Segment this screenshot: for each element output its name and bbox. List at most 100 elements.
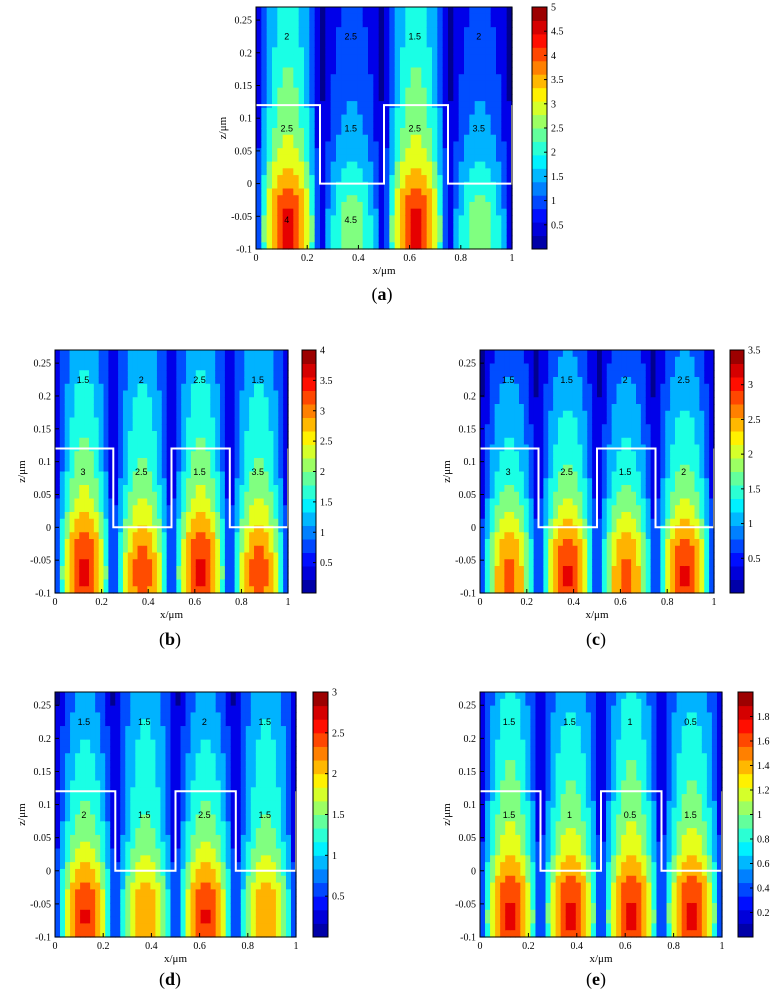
heatmap-cell (74, 552, 80, 560)
heatmap-cell (84, 437, 90, 446)
heatmap-cell (98, 552, 105, 560)
heatmap-cell (79, 431, 85, 439)
heatmap-cell (437, 141, 444, 149)
heatmap-cell (161, 478, 168, 486)
heatmap-cell (298, 114, 305, 122)
heatmap-cell (122, 525, 129, 533)
heatmap-cell (137, 350, 143, 358)
heatmap-cell (161, 370, 168, 378)
heatmap-cell (631, 404, 637, 412)
heatmap-cell (501, 128, 508, 136)
heatmap-cell (553, 579, 559, 587)
heatmap-cell (496, 134, 502, 143)
heatmap-cell (283, 451, 289, 459)
heatmap-cell (645, 498, 652, 506)
heatmap-cell (597, 478, 603, 486)
heatmap-cell (577, 404, 583, 412)
heatmap-cell (572, 356, 579, 365)
heatmap-cell (509, 586, 515, 594)
heatmap-cell (469, 141, 476, 149)
heatmap-cell (93, 471, 100, 479)
heatmap-cell (394, 27, 401, 35)
heatmap-cell (69, 390, 76, 398)
heatmap-cell (400, 74, 406, 82)
heatmap-cell (108, 518, 114, 527)
heatmap-cell (205, 512, 211, 520)
heatmap-cell (256, 134, 262, 143)
heatmap-cell (606, 485, 613, 493)
heatmap-cell (341, 222, 348, 230)
heatmap-cell (346, 94, 353, 102)
heatmap-cell (528, 471, 535, 479)
heatmap-cell (132, 363, 139, 371)
heatmap-cell (152, 464, 158, 473)
heatmap-cell (558, 498, 564, 506)
heatmap-cell (650, 464, 657, 473)
heatmap-cell (577, 512, 583, 520)
heatmap-cell (176, 539, 182, 547)
heatmap-cell (357, 141, 364, 149)
heatmap-cell (562, 444, 569, 452)
heatmap-cell (587, 525, 593, 533)
heatmap-cell (283, 566, 289, 574)
heatmap-cell (205, 525, 211, 533)
heatmap-cell (190, 559, 197, 567)
colorbar-segment (532, 7, 547, 21)
heatmap-cell (368, 195, 374, 203)
heatmap-cell (256, 208, 262, 216)
heatmap-cell (166, 370, 173, 378)
heatmap-cell (79, 512, 85, 520)
heatmap-cell (288, 94, 294, 102)
heatmap-cell (220, 417, 226, 425)
heatmap-cell (215, 431, 221, 439)
heatmap-cell (314, 195, 321, 203)
heatmap-cell (660, 397, 666, 405)
heatmap-cell (437, 74, 444, 82)
heatmap-cell (59, 478, 66, 486)
heatmap-cell (523, 485, 530, 493)
heatmap-cell (147, 579, 153, 587)
heatmap-cell (352, 13, 358, 22)
heatmap-cell (626, 512, 632, 520)
heatmap-cell (572, 424, 579, 432)
heatmap-cell (186, 559, 192, 567)
heatmap-cell (113, 572, 119, 581)
heatmap-cell (606, 532, 613, 540)
heatmap-cell (147, 397, 153, 405)
heatmap-cell (480, 208, 486, 216)
heatmap-cell (485, 20, 492, 28)
heatmap-cell (186, 498, 192, 506)
heatmap-cell (268, 377, 275, 385)
heatmap-cell (592, 404, 598, 412)
heatmap-cell (432, 208, 438, 216)
heatmap-cell (103, 566, 109, 574)
heatmap-cell (309, 242, 316, 250)
heatmap-cell (98, 404, 105, 412)
heatmap-cell (239, 491, 245, 500)
panel-letter: b (165, 629, 175, 649)
heatmap-cell (523, 464, 530, 473)
heatmap-cell (263, 350, 270, 358)
heatmap-cell (509, 458, 515, 466)
heatmap-cell (650, 410, 657, 419)
heatmap-cell (256, 40, 262, 48)
heatmap-cell (195, 559, 202, 567)
heatmap-cell (263, 431, 270, 439)
heatmap-cell (336, 168, 342, 176)
heatmap-cell (626, 552, 632, 560)
heatmap-cell (494, 431, 501, 439)
heatmap-cell (499, 356, 505, 365)
heatmap-cell (244, 404, 250, 412)
heatmap-cell (426, 208, 433, 216)
heatmap-cell (660, 363, 666, 371)
heatmap-cell (650, 397, 657, 405)
heatmap-cell (480, 181, 486, 190)
heatmap-cell (161, 552, 168, 560)
heatmap-cell (282, 47, 289, 55)
heatmap-cell (405, 215, 412, 223)
heatmap-cell (437, 148, 444, 156)
heatmap-cell (304, 94, 310, 102)
heatmap-cell (142, 404, 148, 412)
heatmap-cell (249, 458, 255, 466)
heatmap-cell (336, 40, 342, 48)
